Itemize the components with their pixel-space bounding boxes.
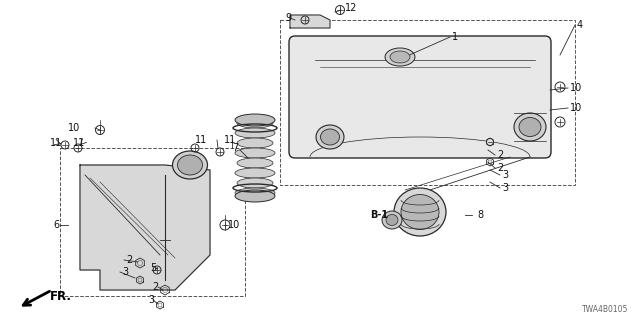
Text: 11: 11 [224, 135, 236, 145]
Ellipse shape [237, 118, 273, 128]
Text: 11: 11 [73, 138, 85, 148]
Text: 10: 10 [570, 103, 582, 113]
FancyBboxPatch shape [289, 36, 551, 158]
Polygon shape [80, 165, 210, 290]
Text: TWA4B0105: TWA4B0105 [582, 305, 628, 314]
Text: 2: 2 [497, 163, 503, 173]
Ellipse shape [321, 129, 339, 145]
Ellipse shape [177, 155, 202, 175]
Text: 6: 6 [53, 220, 59, 230]
Text: 11: 11 [195, 135, 207, 145]
Text: 5: 5 [150, 263, 156, 273]
Text: 10: 10 [228, 220, 240, 230]
Ellipse shape [235, 168, 275, 178]
Text: 3: 3 [148, 295, 154, 305]
Text: 11: 11 [50, 138, 62, 148]
Ellipse shape [385, 48, 415, 66]
Ellipse shape [519, 117, 541, 137]
Ellipse shape [235, 188, 275, 198]
Text: 12: 12 [345, 3, 357, 13]
Text: 4: 4 [577, 20, 583, 30]
Bar [60, 148, 245, 296]
Ellipse shape [390, 51, 410, 63]
Text: 1: 1 [452, 32, 458, 42]
Ellipse shape [173, 151, 207, 179]
Text: FR.: FR. [50, 290, 72, 302]
Text: 3: 3 [502, 183, 508, 193]
Ellipse shape [235, 190, 275, 202]
Text: 2: 2 [126, 255, 132, 265]
Text: 3: 3 [502, 170, 508, 180]
Ellipse shape [237, 178, 273, 188]
Bar [280, 20, 575, 185]
Ellipse shape [401, 195, 439, 229]
Text: 3: 3 [122, 267, 128, 277]
Text: B-1: B-1 [370, 210, 388, 220]
Text: 10: 10 [68, 123, 80, 133]
Ellipse shape [514, 113, 546, 141]
Text: 2: 2 [497, 150, 503, 160]
Ellipse shape [235, 128, 275, 138]
Ellipse shape [316, 125, 344, 149]
Ellipse shape [394, 188, 446, 236]
Polygon shape [290, 15, 330, 28]
Ellipse shape [386, 214, 398, 226]
Text: 7: 7 [232, 143, 238, 153]
Ellipse shape [235, 148, 275, 158]
Text: 2: 2 [152, 282, 158, 292]
Text: 8: 8 [477, 210, 483, 220]
Ellipse shape [237, 158, 273, 168]
Ellipse shape [382, 211, 402, 229]
Ellipse shape [235, 114, 275, 126]
Text: 9: 9 [285, 13, 291, 23]
Text: 10: 10 [570, 83, 582, 93]
Circle shape [486, 139, 493, 146]
Ellipse shape [237, 138, 273, 148]
